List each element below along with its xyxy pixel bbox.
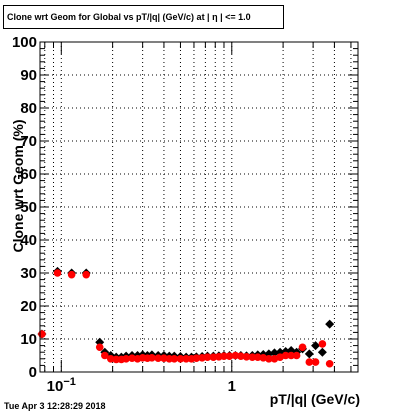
series-1-point	[182, 355, 190, 363]
y-tick-label: 10	[20, 331, 37, 348]
series-0-point	[317, 347, 327, 357]
series-1-point	[170, 355, 179, 363]
series-1-point	[318, 340, 327, 348]
series-1-point	[292, 351, 301, 360]
series-1-point	[311, 358, 320, 366]
series-1-point	[176, 355, 185, 363]
series-1-point	[225, 352, 234, 360]
series-0-point	[325, 319, 335, 329]
axis-layer: 0 10 20 30 40 50 60 70 80 90 100 10−1 1	[12, 34, 358, 395]
series-1-point	[67, 270, 76, 279]
y-axis-label: Clone wrt Geom (%)	[10, 119, 26, 253]
y-tick-label: 50	[20, 199, 37, 216]
series-0-point	[269, 348, 279, 358]
series-1-point	[203, 353, 212, 361]
series-1-point	[259, 354, 268, 362]
series-1-point	[298, 343, 307, 352]
series-1-point	[242, 353, 251, 361]
chart-title: Clone wrt Geom for Global vs pT/|q| (GeV…	[3, 5, 284, 29]
y-tick-label: 20	[20, 298, 37, 315]
series-1-point	[53, 269, 62, 277]
series-1-point	[209, 353, 218, 361]
y-tick-label: 80	[20, 100, 37, 117]
series-1-point	[237, 352, 245, 360]
series-1-point	[220, 352, 228, 360]
series-1-point	[38, 330, 46, 338]
series-1-point	[154, 354, 162, 362]
x-tick-label: 10−1	[47, 376, 76, 395]
series-1-point	[122, 355, 130, 363]
series-1-point	[192, 354, 201, 362]
series-1-point	[253, 353, 262, 361]
series-1-point	[287, 351, 295, 360]
y-tick-label: 100	[12, 34, 37, 51]
series-1-point	[248, 353, 257, 361]
y-tick-label: 90	[20, 67, 37, 84]
series-1-point	[265, 355, 273, 363]
series-1-point	[101, 351, 109, 360]
series-1-point	[281, 351, 290, 360]
grid-layer	[40, 42, 358, 372]
series-0-point	[304, 349, 314, 359]
y-tick-label: 0	[29, 364, 37, 381]
y-tick-label: 70	[20, 133, 37, 150]
plot-frame	[39, 41, 359, 373]
series-1-point	[95, 343, 104, 352]
x-axis-label: pT/|q| (GeV/c)	[269, 391, 360, 407]
series-0-point	[311, 341, 321, 351]
y-tick-label: 40	[20, 232, 37, 249]
series-1-point	[82, 270, 91, 279]
y-tick-label: 60	[20, 166, 37, 183]
series-1-point	[325, 359, 334, 368]
y-tick-label: 30	[20, 265, 37, 282]
series-1-point	[305, 358, 314, 366]
data-points-layer	[37, 266, 335, 368]
series-1-point	[148, 354, 156, 362]
date-stamp: Tue Apr 3 12:28:29 2018	[4, 401, 106, 411]
x-tick-label: 1	[228, 378, 236, 395]
